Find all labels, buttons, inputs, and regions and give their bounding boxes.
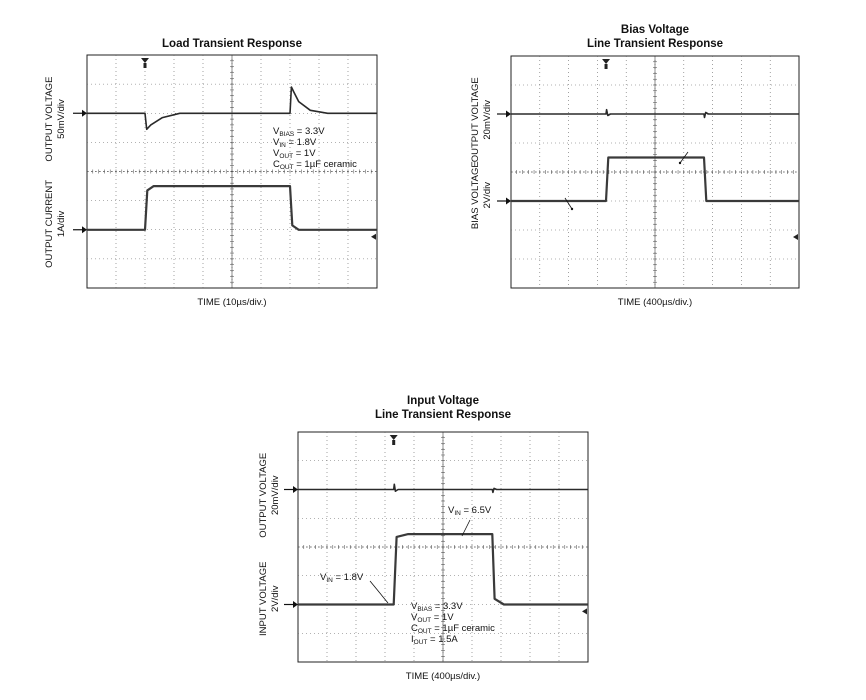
trigger-marker-icon xyxy=(389,435,398,440)
level-marker-icon xyxy=(582,608,587,615)
channel-label: OUTPUT VOLTAGE xyxy=(470,77,481,162)
reference-arrow-icon xyxy=(506,110,511,118)
callout-pointer xyxy=(461,519,471,537)
channel-label: OUTPUT VOLTAGE xyxy=(258,453,269,538)
channel-label: OUTPUT VOLTAGE xyxy=(44,77,55,162)
trigger-marker-icon xyxy=(143,63,147,68)
x-axis-label: TIME (400µs/div.) xyxy=(406,671,480,682)
annotation-line: VOUT = 1V xyxy=(273,148,316,160)
channel-label: INPUT VOLTAGE xyxy=(258,562,269,636)
channel-scale: 1A/div xyxy=(56,210,67,237)
reference-arrow-icon xyxy=(293,486,298,493)
callout-label: VIN = 1.8V xyxy=(320,572,364,584)
callout-label: VIN = 6.5V xyxy=(448,505,492,517)
chart-title: Load Transient Response xyxy=(162,38,302,50)
trigger-marker-icon xyxy=(604,64,608,69)
callout-pointer xyxy=(678,161,682,165)
scope-panel-1: Load Transient Response OUTPUT VOLTAGE 50m… xyxy=(44,38,378,308)
channel-scale: 20mV/div xyxy=(482,100,493,140)
trigger-marker-icon xyxy=(602,59,611,64)
chart-title: Line Transient Response xyxy=(587,38,723,50)
channel-label: BIAS VOLTAGE xyxy=(470,161,481,229)
annotation-line: VBIAS = 3.3V xyxy=(411,601,463,613)
chart-title: Line Transient Response xyxy=(375,409,511,421)
channel-scale: 50mV/div xyxy=(56,99,67,139)
waveform-2 xyxy=(87,185,377,231)
waveform-2 xyxy=(298,532,588,606)
level-marker-icon xyxy=(793,233,798,240)
callout-pointer xyxy=(564,197,573,210)
scope-panel-3: Input Voltage Line Transient Response OUTP… xyxy=(258,395,589,682)
waveform-2 xyxy=(511,156,799,203)
x-axis-label: TIME (10µs/div.) xyxy=(197,297,266,308)
waveform-1 xyxy=(87,86,377,131)
annotation-line: VOUT = 1V xyxy=(411,612,454,624)
channel-label: OUTPUT CURRENT xyxy=(44,180,55,268)
channel-scale: 20mV/div xyxy=(270,475,281,515)
chart-title: Bias Voltage xyxy=(621,24,689,36)
scope-panel-2: Bias Voltage Line Transient Response OUTPU… xyxy=(470,24,800,308)
waveform-1 xyxy=(511,108,799,119)
channel-scale: 2V/div xyxy=(270,585,281,612)
channel-scale: 2V/div xyxy=(482,182,493,209)
callout-pointer xyxy=(679,151,689,164)
level-marker-icon xyxy=(371,233,376,240)
callout-pointer xyxy=(570,207,574,211)
reference-arrow-icon xyxy=(82,109,87,117)
chart-title: Input Voltage xyxy=(407,395,479,407)
annotation-line: VIN = 1.8V xyxy=(273,137,317,149)
reference-arrow-icon xyxy=(506,197,511,205)
graticule xyxy=(87,55,377,288)
reference-arrow-icon xyxy=(82,226,87,234)
x-axis-label: TIME (400µs/div.) xyxy=(618,297,692,308)
trigger-marker-icon xyxy=(392,440,396,445)
waveform-1 xyxy=(298,483,588,494)
reference-arrow-icon xyxy=(293,601,298,608)
callout-pointer xyxy=(369,580,389,604)
annotation-line: IOUT = 1.5A xyxy=(411,634,458,646)
annotation-line: COUT = 1µF ceramic xyxy=(273,159,357,171)
annotation-line: VBIAS = 3.3V xyxy=(273,126,325,138)
annotation-line: COUT = 1µF ceramic xyxy=(411,623,495,635)
trigger-marker-icon xyxy=(141,58,149,63)
